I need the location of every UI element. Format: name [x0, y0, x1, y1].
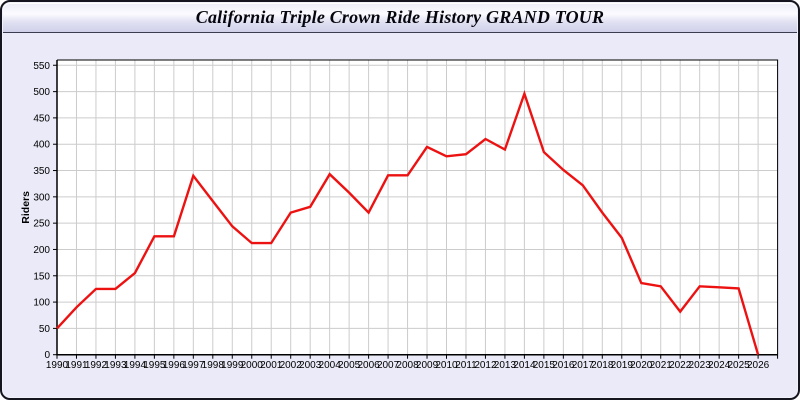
plot-area: [57, 60, 778, 355]
riders-series-line: [56, 89, 760, 356]
x-tick-label: 2024: [708, 360, 731, 371]
chart-title: California Triple Crown Ride History GRA…: [195, 7, 605, 27]
plot-border: [57, 59, 779, 355]
x-tick-label: 2020: [630, 360, 653, 371]
x-tick-label: 2001: [260, 360, 283, 371]
y-tick-label: 50: [39, 324, 51, 335]
x-tick-label: 2010: [435, 360, 458, 371]
x-tick-label: 1991: [65, 360, 88, 371]
x-tick-label: 2015: [533, 360, 556, 371]
x-tick-label: 1994: [124, 360, 147, 371]
x-tick-label: 2004: [319, 360, 342, 371]
x-tick-label: 2023: [689, 360, 712, 371]
y-tick-label: 400: [33, 140, 50, 151]
x-tick-label: 2009: [416, 360, 439, 371]
x-tick-label: 2016: [552, 360, 575, 371]
y-tick-label: 250: [33, 219, 50, 230]
x-tick-label: 2013: [494, 360, 517, 371]
x-tick-label: 1993: [104, 360, 127, 371]
y-tick-label: 450: [33, 113, 50, 124]
x-tick-label: 2012: [474, 360, 497, 371]
x-tick-label: 2003: [299, 360, 322, 371]
title-bar: California Triple Crown Ride History GRA…: [3, 3, 797, 33]
x-tick-label: 2022: [669, 360, 692, 371]
y-tick-label: 0: [44, 350, 50, 361]
x-tick-label: 1998: [202, 360, 225, 371]
x-tick-label: 1995: [143, 360, 166, 371]
x-tick-label: 2011: [455, 360, 477, 371]
x-tick-label: 1990: [46, 360, 69, 371]
x-tick-label: 2006: [357, 360, 380, 371]
x-tick-label: 2025: [728, 360, 751, 371]
x-tick-label: 2008: [396, 360, 419, 371]
x-tick-label: 1999: [221, 360, 244, 371]
x-tick-label: 2002: [280, 360, 303, 371]
x-tick-label: 2000: [241, 360, 264, 371]
x-tick-label: 2017: [572, 360, 595, 371]
y-tick-label: 150: [33, 271, 50, 282]
y-tick-label: 100: [33, 298, 50, 309]
x-tick-label: 2026: [747, 360, 770, 371]
y-tick-label: 550: [33, 61, 50, 72]
x-tick-label: 2005: [338, 360, 361, 371]
x-tick-label: 1996: [163, 360, 186, 371]
y-tick-label: 200: [33, 245, 50, 256]
y-axis-title: Riders: [20, 191, 32, 224]
x-tick-label: 2014: [513, 360, 536, 371]
x-tick-label: 1997: [182, 360, 205, 371]
x-tick-label: 2018: [591, 360, 614, 371]
x-tick-label: 2021: [650, 360, 673, 371]
y-tick-label: 500: [33, 87, 50, 98]
x-tick-label: 2019: [611, 360, 634, 371]
x-tick-label: 1992: [85, 360, 108, 371]
y-tick-label: 350: [33, 166, 50, 177]
y-tick-label: 300: [33, 192, 50, 203]
x-tick-label: 2007: [377, 360, 400, 371]
